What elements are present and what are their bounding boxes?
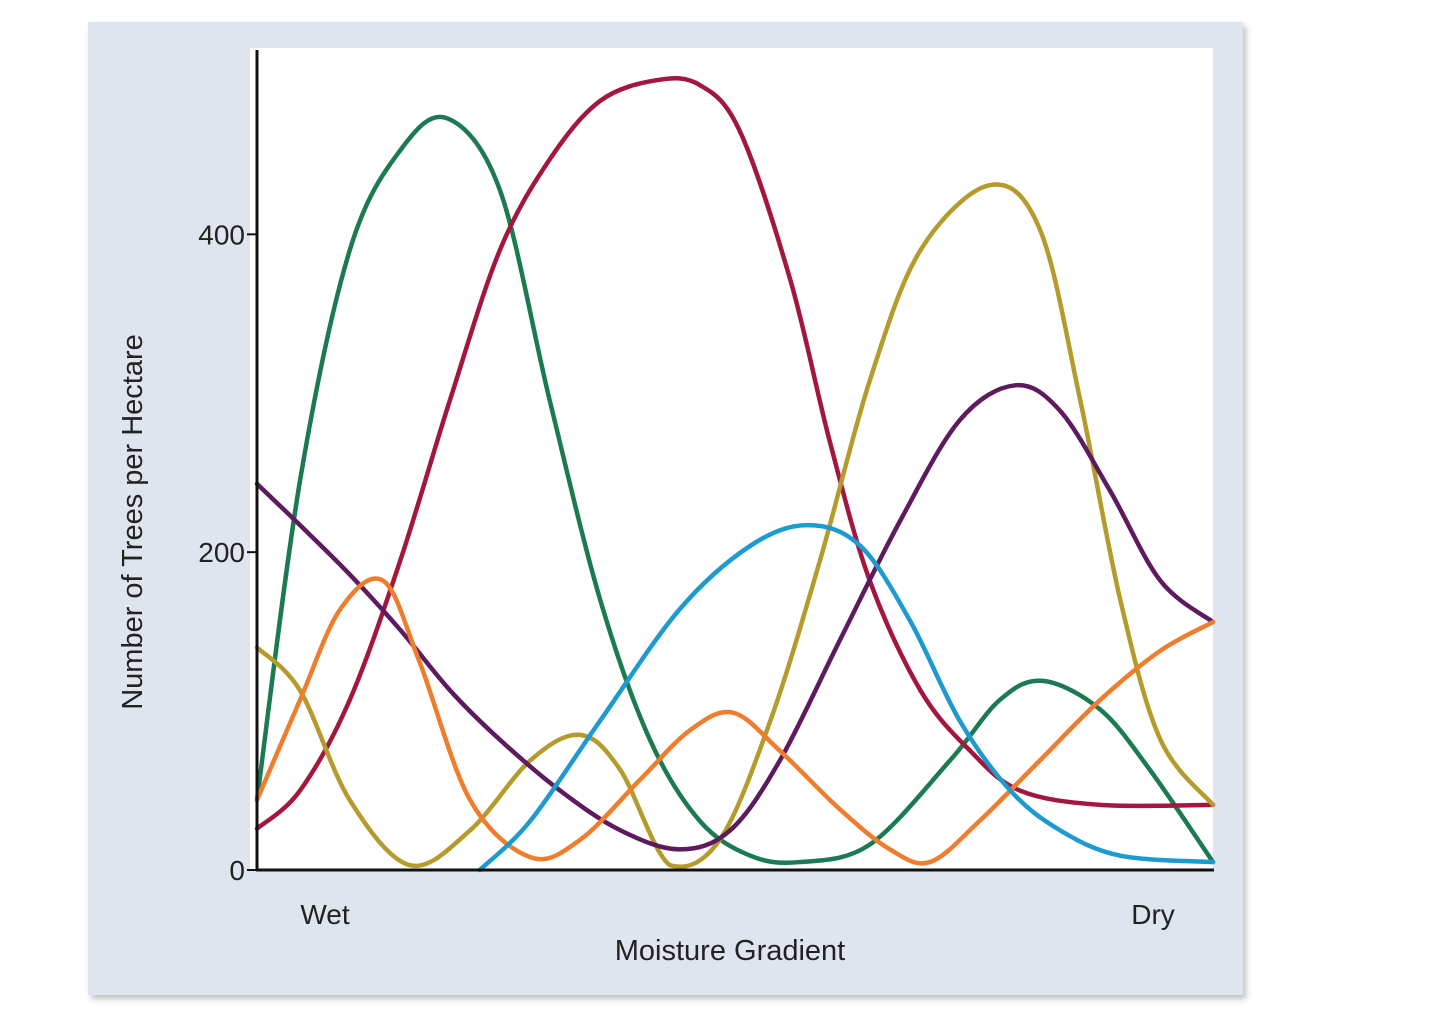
series-line-2: [254, 76, 1216, 831]
series-layer: [254, 76, 1216, 873]
y-axis-label: Number of Trees per Hectare: [117, 334, 149, 710]
x-axis-label: Moisture Gradient: [615, 935, 846, 967]
y-tick-label: 200: [198, 537, 245, 568]
y-tick-label: 400: [198, 219, 245, 250]
plot-area: [250, 48, 1213, 870]
series-line-6: [477, 522, 1216, 873]
series-line-3: [254, 182, 1216, 869]
x-tick-label-wet: Wet: [300, 899, 349, 930]
series-line-4: [254, 382, 1216, 852]
y-tick-label: 0: [229, 855, 245, 886]
series-line-5: [254, 576, 1216, 866]
x-tick-label-dry: Dry: [1131, 899, 1175, 930]
series-line-1: [254, 114, 1216, 866]
y-ticks: 0 200 400: [198, 219, 257, 886]
